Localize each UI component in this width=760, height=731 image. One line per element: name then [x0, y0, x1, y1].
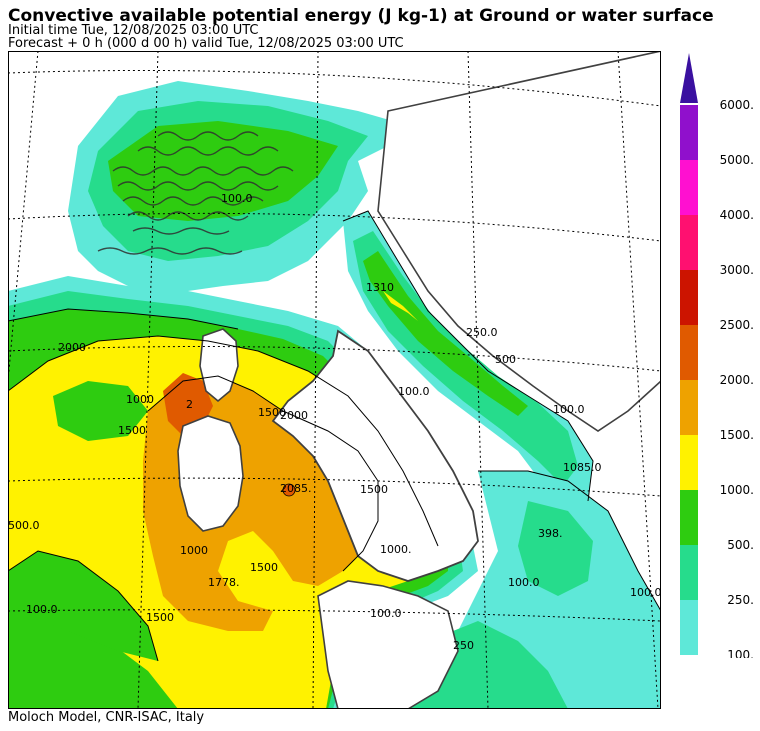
ionian-cape-green — [518, 501, 593, 596]
cape-max-spot — [282, 483, 296, 497]
contour-label: 100.0 — [508, 576, 540, 589]
contour-lines — [8, 210, 661, 662]
alps-terrain-texture — [97, 131, 294, 255]
legend-level-label: 1000. — [720, 483, 754, 497]
sardinia-island — [177, 415, 244, 532]
contour-label: 500.0 — [8, 519, 40, 532]
graticule — [8, 51, 661, 709]
contour-label: 100.0 — [370, 607, 402, 620]
legend-level-label: 5000. — [720, 153, 754, 167]
legend-level-label: 250. — [727, 593, 754, 607]
balkan-land — [377, 51, 661, 432]
model-credit: Moloch Model, CNR-ISAC, Italy — [8, 710, 205, 725]
contour-label: 1000. — [380, 543, 412, 556]
legend-color-bar — [680, 490, 698, 545]
contour-label: 100.0 — [630, 586, 661, 599]
contour-label: 2 — [186, 398, 193, 411]
contour-label: 250.0 — [466, 326, 498, 339]
legend-color-bar — [680, 160, 698, 215]
legend-color-bar — [680, 545, 698, 600]
contour-label: 100.0 — [553, 403, 585, 416]
contour-label: 100.0 — [26, 603, 58, 616]
legend-color-bar — [680, 380, 698, 435]
legend-color-bar — [680, 435, 698, 490]
contour-label: 1500 — [360, 483, 388, 496]
contour-label: 1500 — [250, 561, 278, 574]
contour-label: 100.0 — [221, 192, 253, 205]
legend-arrow — [680, 53, 698, 103]
legend-color-bar — [680, 325, 698, 380]
contour-label: 1778. — [208, 576, 240, 589]
contour-label: 1500 — [258, 406, 286, 419]
forecast-label: Forecast + 0 h (000 d 00 h) valid Tue, 1… — [8, 36, 404, 51]
legend-level-label: 6000. — [720, 98, 754, 112]
contour-label: 1310 — [366, 281, 394, 294]
contour-label: 1500 — [146, 611, 174, 624]
contour-label: 100.0 — [398, 385, 430, 398]
legend-color-bar — [680, 270, 698, 325]
legend-color-bar — [680, 105, 698, 160]
legend-level-label: 500. — [727, 538, 754, 552]
contour-label: 1500 — [118, 424, 146, 437]
contour-label: 398. — [538, 527, 563, 540]
contour-label: 2000 — [58, 341, 86, 354]
contour-label: 250 — [453, 639, 474, 652]
cape-map: 100.0 1310 250.0 500 100.0 2000 1000 150… — [8, 51, 661, 709]
legend-color-bar — [680, 215, 698, 270]
color-legend: 100. 250. 500. 1000. 1500. 2000. 2500. 3000. 400… — [680, 53, 754, 658]
adriatic-cape-yellow — [383, 291, 418, 321]
alps-cape-green-dark — [108, 121, 338, 221]
contour-label: 1000 — [126, 393, 154, 406]
legend-level-label: 100. — [727, 648, 754, 658]
cape-green-west — [53, 381, 148, 441]
legend-level-label: 2000. — [720, 373, 754, 387]
adriatic-cape-green-dark — [363, 251, 528, 416]
legend-level-label: 1500. — [720, 428, 754, 442]
contour-label: 2000 — [280, 409, 308, 422]
contour-label: 1085.0 — [563, 461, 602, 474]
contour-label: 500 — [495, 353, 516, 366]
legend-level-label: 2500. — [720, 318, 754, 332]
contour-label: 2085. — [280, 482, 312, 495]
legend-level-label: 3000. — [720, 263, 754, 277]
cape-green-southwest — [8, 551, 158, 661]
legend-level-label: 4000. — [720, 208, 754, 222]
legend-color-bar — [680, 600, 698, 655]
map-frame — [8, 51, 661, 709]
initial-time-label: Initial time Tue, 12/08/2025 03:00 UTC — [8, 23, 259, 38]
contour-label-group: 100.0 1310 250.0 500 100.0 2000 1000 150… — [8, 192, 661, 652]
chart-title: Convective available potential energy (J… — [8, 6, 714, 26]
contour-label: 1000 — [180, 544, 208, 557]
